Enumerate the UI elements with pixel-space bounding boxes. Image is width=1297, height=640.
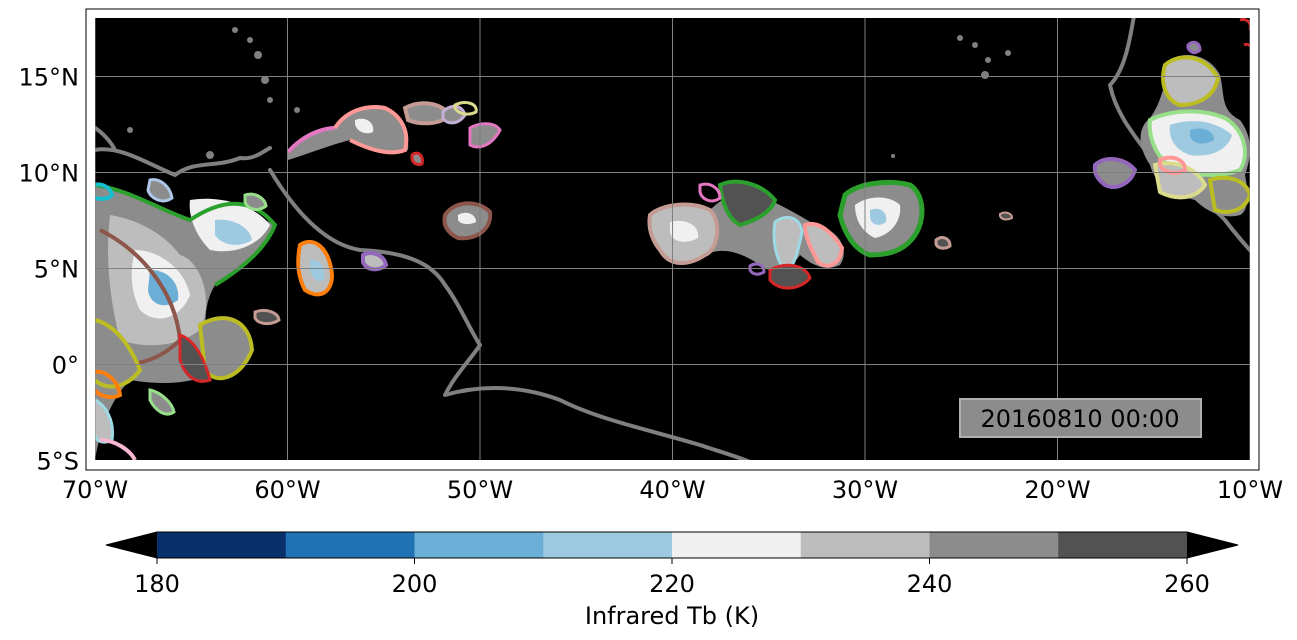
colorbar-segment (285, 532, 415, 558)
colorbar-tick-labels: 180 200 220 240 260 (134, 570, 1210, 598)
colorbar-under-arrow (106, 532, 157, 558)
colorbar-segment (543, 532, 673, 558)
y-tick-label: 0° (52, 352, 79, 380)
colorbar-segment (672, 532, 802, 558)
y-tick-label: 5°N (34, 256, 79, 284)
colorbar (105, 531, 1239, 564)
timestamp-label: 20160810 00:00 (981, 405, 1180, 433)
colorbar-label: Infrared Tb (K) (585, 602, 759, 630)
x-tick-label: 50°W (447, 476, 513, 504)
colorbar-tick-label: 180 (134, 570, 180, 598)
y-tick-label: 15°N (19, 64, 80, 92)
x-tick-labels: 70°W 60°W 50°W 40°W 30°W 20°W 10°W (62, 476, 1283, 504)
colorbar-segment (157, 532, 287, 558)
x-tick-label: 10°W (1217, 476, 1283, 504)
x-tick-label: 40°W (639, 476, 705, 504)
y-tick-label: 10°N (19, 160, 80, 188)
colorbar-segment (800, 532, 930, 558)
x-tick-label: 20°W (1024, 476, 1090, 504)
colorbar-over-arrow (1187, 532, 1238, 558)
x-tick-label: 60°W (254, 476, 320, 504)
colorbar-tick-label: 200 (392, 570, 438, 598)
colorbar-segment (1058, 532, 1188, 558)
colorbar-tick-label: 260 (1164, 570, 1210, 598)
timestamp-box: 20160810 00:00 (959, 398, 1202, 438)
y-tick-labels: 15°N 10°N 5°N 0° 5°S (19, 64, 80, 476)
colorbar-segment (929, 532, 1059, 558)
colorbar-tick-label: 240 (907, 570, 953, 598)
x-tick-label: 30°W (832, 476, 898, 504)
colorbar-tick-label: 220 (649, 570, 695, 598)
y-tick-label: 5°S (36, 448, 79, 476)
x-tick-label: 70°W (62, 476, 128, 504)
colorbar-segment (414, 532, 544, 558)
